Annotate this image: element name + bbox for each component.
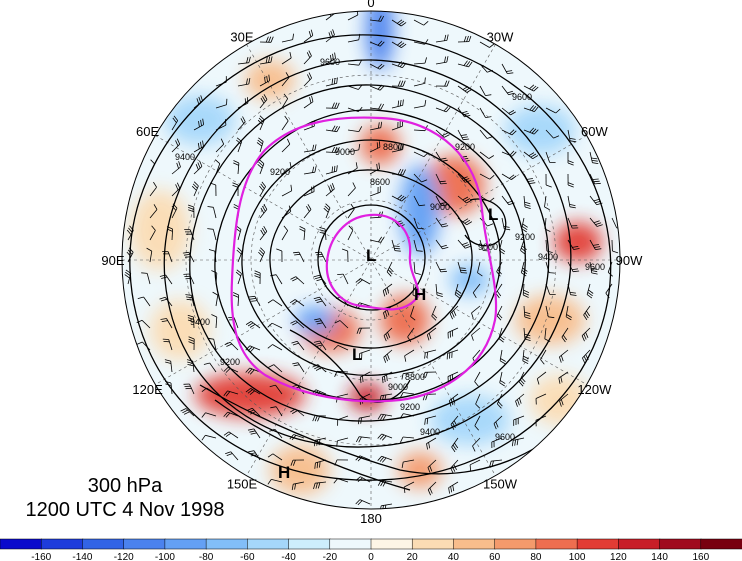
colorbar-tick-label: 160 <box>692 552 709 561</box>
wind-barbs <box>124 11 620 509</box>
contour-label: 9000 <box>388 382 408 392</box>
contour-label: 9400 <box>538 252 558 262</box>
colorbar-swatch <box>453 538 496 550</box>
colorbar-swatch <box>659 538 702 550</box>
caption: 300 hPa 1200 UTC 4 Nov 1998 <box>10 474 240 522</box>
magenta-large-loop <box>230 116 498 403</box>
map-boundary <box>121 10 621 510</box>
high-center-pacific: H <box>278 463 290 482</box>
valid-time-label: 1200 UTC 4 Nov 1998 <box>25 499 225 521</box>
colorbar-swatch <box>82 538 125 550</box>
colorbar-tick-label: -40 <box>281 552 296 561</box>
graticule <box>122 11 620 509</box>
colorbar-tick-label: -20 <box>323 552 338 561</box>
colorbar-tick-label: 100 <box>569 552 586 561</box>
high-center-arctic: H <box>414 285 426 304</box>
colorbar-swatch <box>164 538 207 550</box>
colorbar-swatch <box>370 538 413 550</box>
contour-label: 8600 <box>370 177 390 187</box>
longitude-label: 60W <box>581 124 608 139</box>
contour-label: 9000 <box>430 202 450 212</box>
longitude-label: 90E <box>101 253 124 268</box>
longitude-label: 150E <box>227 476 258 491</box>
colorbar-swatch <box>288 538 331 550</box>
magenta-overlay <box>230 116 498 403</box>
colorbar-tick-label: -60 <box>240 552 255 561</box>
colorbar-tick-label: 0 <box>368 552 374 561</box>
colorbar-tick-label: 140 <box>651 552 668 561</box>
low-center-siberia: L <box>352 345 362 364</box>
colorbar-swatch <box>576 538 620 550</box>
contour-label: 9400 <box>420 427 440 437</box>
colorbar-swatch <box>700 538 742 550</box>
contour-label: 8800 <box>383 142 403 152</box>
colorbar-swatch <box>247 538 290 550</box>
contour-label: 9200 <box>455 142 475 152</box>
colorbar-tick-label: 60 <box>489 552 501 561</box>
colorbar-tick-label: -100 <box>155 552 175 561</box>
contour-label: 9200 <box>400 402 420 412</box>
longitude-label: 60E <box>136 124 159 139</box>
longitude-label: 150W <box>483 476 518 491</box>
colorbar-tick-label: -140 <box>72 552 92 561</box>
colorbar-swatch <box>0 538 42 550</box>
contour-label: 9600 <box>495 432 515 442</box>
colorbar-tick-label: -160 <box>31 552 51 561</box>
longitude-label: 30W <box>487 30 514 45</box>
colorbar-swatch <box>411 538 455 550</box>
contour-label: 9600 <box>320 57 340 67</box>
colorbar-swatch <box>205 538 249 550</box>
contour-label: 8800 <box>405 372 425 382</box>
colorbar-tick-label: 120 <box>610 552 627 561</box>
pressure-level-label: 300 hPa <box>87 475 163 497</box>
colorbar-swatch <box>123 538 166 550</box>
magenta-small-loop <box>325 213 420 311</box>
longitude-label: 120E <box>132 382 163 397</box>
longitude-labels: 0 30W 60W 90W 120W 150W 180 150E 120E 90E 60E 30E <box>101 0 643 526</box>
longitude-label: 0 <box>367 0 374 10</box>
colorbar-tick-label: 80 <box>530 552 542 561</box>
colorbar-swatch <box>40 538 84 550</box>
colorbar-swatch <box>618 538 661 550</box>
longitude-label: 30E <box>230 30 253 45</box>
longitude-label: 90W <box>616 253 643 268</box>
low-center-canada: L <box>488 205 498 224</box>
colorbar-swatch <box>494 538 537 550</box>
colorbar-tick-label: -80 <box>199 552 214 561</box>
longitude-label: 180 <box>360 511 382 526</box>
contour-label: 9000 <box>335 147 355 157</box>
contour-label: 9400 <box>190 317 210 327</box>
contour-label: 9600 <box>585 262 605 272</box>
low-center-pole: L <box>366 246 376 265</box>
longitude-label: 120W <box>577 382 612 397</box>
colorbar: -160 -140 -120 -100 -80 -60 -40 -20 0 20 40 60 80 100… <box>0 538 742 561</box>
contour-label: 9400 <box>175 152 195 162</box>
contour-label: 9200 <box>270 167 290 177</box>
contour-label: 9600 <box>512 92 532 102</box>
colorbar-tick-label: 20 <box>407 552 419 561</box>
colorbar-tick-label: -120 <box>114 552 134 561</box>
contour-label: 9200 <box>515 232 535 242</box>
contour-label: 9000 <box>478 242 498 252</box>
colorbar-swatch <box>329 538 372 550</box>
contour-label: 9200 <box>220 357 240 367</box>
colorbar-tick-label: 40 <box>448 552 460 561</box>
colorbar-swatch <box>535 538 578 550</box>
